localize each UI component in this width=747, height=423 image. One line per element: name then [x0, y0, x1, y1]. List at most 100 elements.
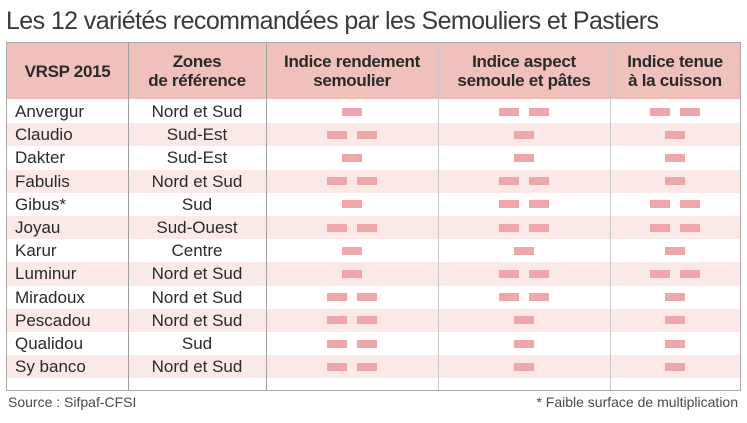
variety-name: Miradoux	[15, 287, 85, 307]
cooking-index-bars	[610, 193, 740, 216]
aspect-index-bars	[438, 123, 610, 146]
table-row: Luminur Nord et Sud	[7, 262, 740, 286]
level-bar	[342, 107, 362, 116]
cooking-index-bars	[610, 355, 740, 378]
column-divider	[438, 43, 439, 390]
level-bar	[357, 316, 377, 325]
level-bar	[529, 223, 549, 232]
table-row: Gibus* Sud	[7, 193, 740, 216]
level-bar	[499, 223, 519, 232]
yield-index-bars	[266, 146, 438, 169]
level-bar	[665, 246, 685, 255]
source-note: Source : Sifpaf-CFSI	[8, 394, 137, 410]
level-bar	[357, 339, 377, 348]
level-bar	[665, 177, 685, 186]
header-variety: VRSP 2015	[24, 61, 111, 81]
reference-zone: Sud	[181, 194, 213, 214]
variety-name: Anvergur	[15, 102, 84, 121]
level-bar	[499, 269, 519, 278]
cooking-index-bars	[610, 309, 740, 332]
reference-zone: Sud-Ouest	[156, 218, 238, 237]
level-bar	[514, 246, 534, 255]
reference-zone: Nord et Sud	[151, 287, 243, 307]
cooking-index-bars	[610, 123, 740, 146]
header-yield-index: Indice rendement semoulier	[284, 52, 420, 90]
cooking-index-bars	[610, 146, 740, 169]
table-row: Anvergur Nord et Sud	[7, 100, 740, 123]
cooking-index-bars	[610, 100, 740, 123]
level-bar	[342, 153, 362, 162]
yield-index-bars	[266, 170, 438, 193]
reference-zone: Sud-Est	[166, 148, 228, 168]
level-bar	[342, 269, 362, 278]
reference-zone: Nord et Sud	[151, 357, 243, 377]
aspect-index-bars	[438, 100, 610, 123]
level-bar	[650, 107, 670, 116]
varieties-table: VRSP 2015 Zones de référence Indice rend…	[6, 42, 741, 391]
variety-name: Claudio	[15, 125, 73, 145]
level-bar	[665, 362, 685, 371]
level-bar	[680, 107, 700, 116]
table-header-row: VRSP 2015 Zones de référence Indice rend…	[7, 43, 740, 99]
cooking-index-bars	[610, 286, 740, 309]
level-bar	[650, 269, 670, 278]
reference-zone: Nord et Sud	[151, 171, 243, 191]
level-bar	[665, 293, 685, 302]
level-bar	[529, 200, 549, 209]
level-bar	[357, 223, 377, 232]
level-bar	[665, 130, 685, 139]
header-zones: Zones de référence	[148, 52, 246, 90]
yield-index-bars	[266, 193, 438, 216]
variety-name: Luminur	[15, 264, 77, 284]
level-bar	[357, 362, 377, 371]
level-bar	[650, 223, 670, 232]
table-row: Pescadou Nord et Sud	[7, 308, 740, 332]
yield-index-bars	[266, 355, 438, 378]
level-bar	[327, 316, 347, 325]
aspect-index-bars	[438, 216, 610, 239]
level-bar	[529, 293, 549, 302]
table-row: Sy banco Nord et Sud	[7, 355, 740, 379]
yield-index-bars	[266, 100, 438, 123]
level-bar	[665, 153, 685, 162]
table-row: Qualidou Sud	[7, 332, 740, 355]
table-row: Dakter Sud-Est	[7, 146, 740, 169]
level-bar	[680, 269, 700, 278]
yield-index-bars	[266, 239, 438, 262]
reference-zone: Sud	[181, 334, 213, 353]
level-bar	[327, 339, 347, 348]
aspect-index-bars	[438, 262, 610, 285]
level-bar	[499, 107, 519, 116]
level-bar	[357, 293, 377, 302]
aspect-index-bars	[438, 332, 610, 355]
aspect-index-bars	[438, 239, 610, 262]
level-bar	[342, 246, 362, 255]
level-bar	[680, 200, 700, 209]
yield-index-bars	[266, 309, 438, 332]
level-bar	[342, 200, 362, 209]
column-divider	[610, 43, 611, 390]
level-bar	[514, 339, 534, 348]
aspect-index-bars	[438, 309, 610, 332]
table-row: Joyau Sud-Ouest	[7, 216, 740, 240]
variety-name: Karur	[15, 241, 57, 261]
level-bar	[680, 223, 700, 232]
level-bar	[327, 223, 347, 232]
reference-zone: Nord et Sud	[151, 264, 243, 284]
level-bar	[514, 316, 534, 325]
variety-name: Joyau	[15, 218, 61, 237]
yield-index-bars	[266, 332, 438, 355]
yield-index-bars	[266, 123, 438, 146]
level-bar	[529, 107, 549, 116]
level-bar	[514, 153, 534, 162]
variety-name: Dakter	[15, 148, 66, 168]
level-bar	[327, 130, 347, 139]
level-bar	[529, 269, 549, 278]
aspect-index-bars	[438, 146, 610, 169]
level-bar	[665, 339, 685, 348]
aspect-index-bars	[438, 286, 610, 309]
level-bar	[499, 293, 519, 302]
level-bar	[357, 177, 377, 186]
table-row: Miradoux Nord et Sud	[7, 286, 740, 309]
table-row: Fabulis Nord et Sud	[7, 169, 740, 193]
